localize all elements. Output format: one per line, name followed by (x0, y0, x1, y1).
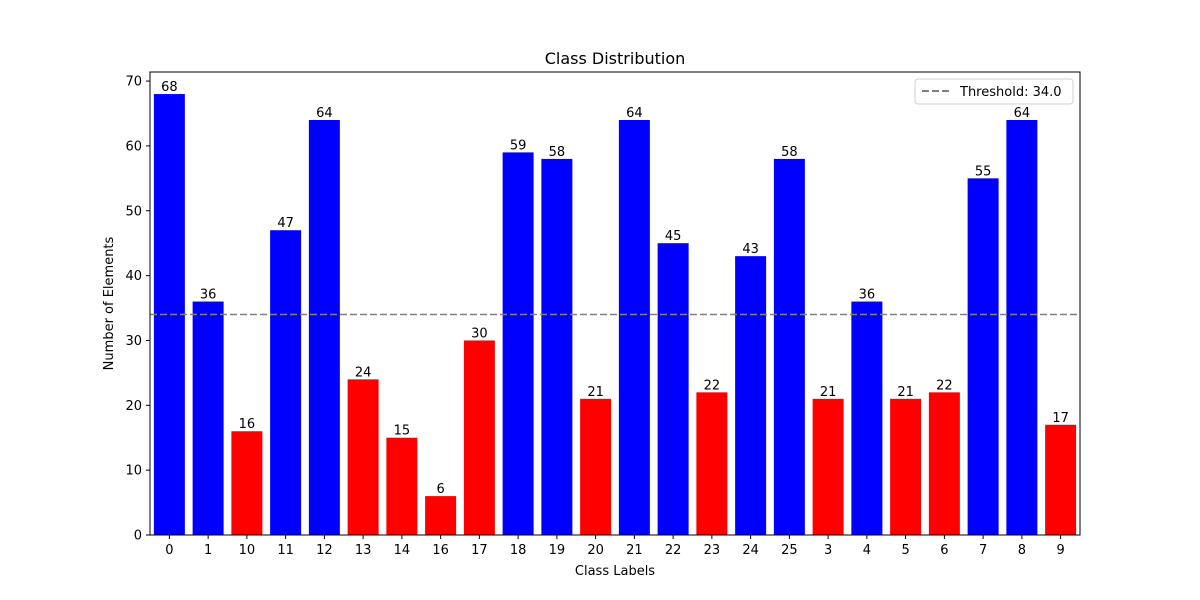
bar-11 (270, 230, 302, 535)
x-tick-label: 10 (239, 543, 256, 558)
y-tick-label: 60 (125, 139, 142, 154)
bar-value-label: 68 (161, 80, 178, 95)
bar-0 (153, 94, 185, 536)
bar-4 (851, 301, 883, 535)
bar-value-label: 15 (394, 424, 411, 439)
x-tick-label: 20 (587, 543, 604, 558)
bar-value-label: 58 (549, 145, 566, 160)
x-tick-label: 8 (1018, 543, 1026, 558)
x-tick-label: 18 (510, 543, 527, 558)
x-tick-label: 9 (1056, 543, 1064, 558)
bar-14 (386, 437, 418, 535)
bar-value-label: 36 (200, 288, 217, 303)
bar-value-label: 22 (704, 378, 721, 393)
bar-9 (1045, 424, 1077, 535)
bar-23 (696, 392, 728, 535)
bar-value-label: 36 (859, 288, 876, 303)
x-tick-label: 23 (704, 543, 721, 558)
bar-value-label: 59 (510, 138, 527, 153)
y-tick-label: 40 (125, 269, 142, 284)
bar-13 (347, 379, 379, 535)
bar-value-label: 24 (355, 365, 372, 380)
bar-value-label: 21 (820, 385, 837, 400)
bar-value-label: 21 (587, 385, 604, 400)
bar-7 (967, 178, 999, 535)
plot-frame (149, 71, 1081, 536)
x-tick-label: 14 (394, 543, 411, 558)
x-tick-label: 7 (979, 543, 987, 558)
x-tick-label: 13 (355, 543, 372, 558)
legend-frame (914, 78, 1074, 105)
bar-22 (657, 243, 689, 535)
x-tick-label: 1 (204, 543, 212, 558)
bar-21 (618, 119, 650, 535)
x-tick-label: 25 (781, 543, 798, 558)
bar-18 (502, 152, 534, 535)
legend-threshold-label: Threshold: 34.0 (959, 85, 1062, 100)
bar-6 (928, 392, 960, 535)
x-tick-label: 0 (165, 543, 173, 558)
bar-value-label: 43 (742, 242, 759, 257)
bar-value-label: 30 (471, 326, 488, 341)
bar-19 (541, 158, 573, 535)
y-tick-label: 70 (125, 75, 142, 90)
x-tick-label: 19 (549, 543, 566, 558)
x-tick-label: 5 (901, 543, 909, 558)
y-axis-label: Number of Elements (102, 236, 117, 370)
bar-value-label: 64 (626, 106, 643, 121)
bar-10 (231, 431, 263, 535)
y-tick-label: 50 (125, 204, 142, 219)
bar-value-label: 58 (781, 145, 798, 160)
bar-17 (463, 340, 495, 535)
bar-value-label: 47 (277, 216, 294, 231)
bar-value-label: 17 (1052, 411, 1069, 426)
bar-value-label: 6 (436, 482, 444, 497)
bar-5 (890, 398, 922, 535)
bar-24 (735, 256, 767, 535)
x-tick-label: 22 (665, 543, 682, 558)
bar-25 (773, 158, 805, 535)
bar-value-label: 21 (897, 385, 914, 400)
x-tick-label: 11 (277, 543, 294, 558)
y-tick-label: 20 (125, 399, 142, 414)
bar-16 (425, 496, 457, 535)
x-tick-label: 24 (742, 543, 759, 558)
bar-value-label: 22 (936, 378, 953, 393)
x-tick-label: 6 (940, 543, 948, 558)
x-tick-label: 16 (432, 543, 449, 558)
y-tick-label: 0 (134, 529, 142, 544)
x-tick-label: 12 (316, 543, 333, 558)
bar-12 (308, 119, 340, 535)
x-tick-label: 4 (863, 543, 871, 558)
bar-value-label: 45 (665, 229, 682, 244)
chart-title: Class Distribution (545, 49, 686, 68)
y-tick-label: 30 (125, 334, 142, 349)
bar-8 (1006, 119, 1038, 535)
x-axis-label: Class Labels (575, 564, 655, 579)
bar-1 (192, 301, 224, 535)
x-tick-label: 17 (471, 543, 488, 558)
y-tick-label: 10 (125, 464, 142, 479)
x-tick-label: 3 (824, 543, 832, 558)
bar-value-label: 64 (1014, 106, 1031, 121)
legend: Threshold: 34.0 (914, 78, 1074, 105)
bar-3 (812, 398, 844, 535)
x-tick-label: 21 (626, 543, 643, 558)
bar-value-label: 55 (975, 164, 992, 179)
bar-value-label: 64 (316, 106, 333, 121)
bar-value-label: 16 (239, 417, 256, 432)
bar-20 (580, 398, 612, 535)
